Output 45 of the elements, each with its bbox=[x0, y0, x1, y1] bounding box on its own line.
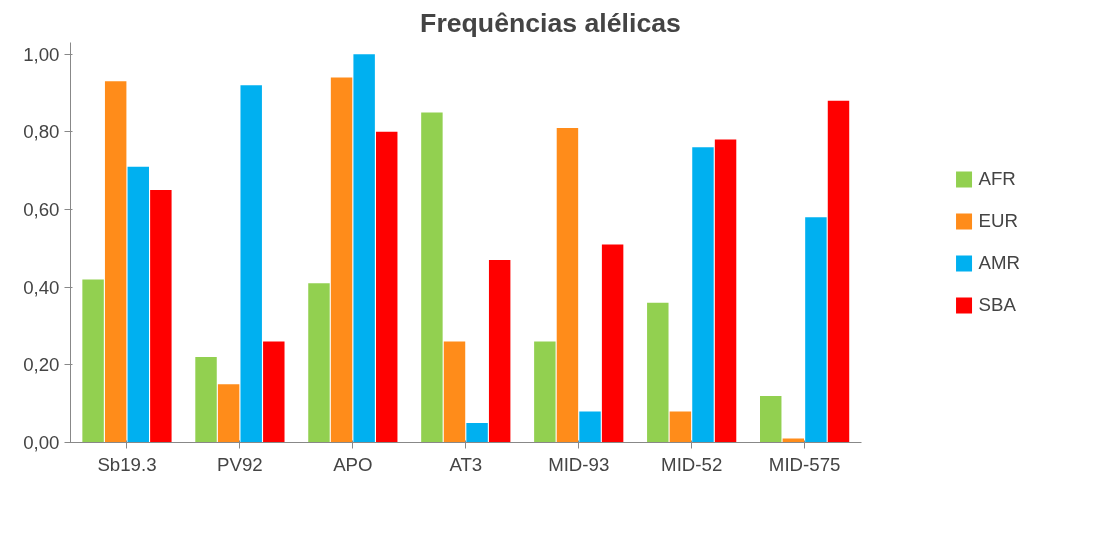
x-tick-label: MID-93 bbox=[548, 453, 610, 475]
bar bbox=[647, 302, 669, 443]
x-tick-label: APO bbox=[333, 453, 373, 475]
bar bbox=[353, 54, 375, 443]
x-tick-label: MID-52 bbox=[661, 453, 723, 475]
bar bbox=[692, 147, 714, 443]
y-tick-label: 0,40 bbox=[23, 276, 60, 298]
y-tick-label: 0,60 bbox=[23, 198, 60, 220]
bar bbox=[760, 395, 782, 443]
y-tick-label: 0,00 bbox=[23, 432, 60, 453]
bar bbox=[308, 283, 330, 443]
chart-title: Frequências alélicas bbox=[420, 7, 681, 38]
bar bbox=[488, 259, 511, 443]
x-tick-label: Sb19.3 bbox=[97, 453, 157, 475]
bar bbox=[443, 341, 466, 443]
bar bbox=[217, 384, 240, 443]
y-tick-label: 0,80 bbox=[23, 121, 60, 143]
legend-label: AMR bbox=[978, 252, 1020, 274]
bar bbox=[601, 244, 624, 443]
bar bbox=[421, 112, 443, 443]
legend-label: EUR bbox=[978, 210, 1018, 232]
bar bbox=[104, 81, 127, 443]
legend-label: AFR bbox=[978, 168, 1016, 190]
bar bbox=[263, 341, 285, 443]
bar bbox=[556, 127, 579, 443]
legend-label: SBA bbox=[978, 294, 1016, 316]
x-tick-label: AT3 bbox=[449, 453, 483, 475]
bar bbox=[805, 217, 827, 443]
bar bbox=[195, 357, 217, 443]
bar bbox=[669, 411, 692, 443]
x-tick-label: PV92 bbox=[217, 453, 263, 475]
y-tick-label: 0,20 bbox=[23, 354, 60, 376]
bar bbox=[127, 166, 149, 443]
bar bbox=[534, 341, 556, 443]
y-tick-label: 1,00 bbox=[23, 43, 60, 65]
bar bbox=[579, 411, 601, 443]
x-tick-label: MID-575 bbox=[768, 453, 841, 475]
bar bbox=[827, 100, 850, 443]
bar bbox=[376, 131, 398, 443]
bar bbox=[714, 139, 737, 443]
bar bbox=[82, 279, 104, 443]
bar bbox=[466, 423, 488, 443]
bar bbox=[240, 85, 262, 443]
bar bbox=[150, 190, 172, 443]
bar bbox=[330, 77, 353, 443]
